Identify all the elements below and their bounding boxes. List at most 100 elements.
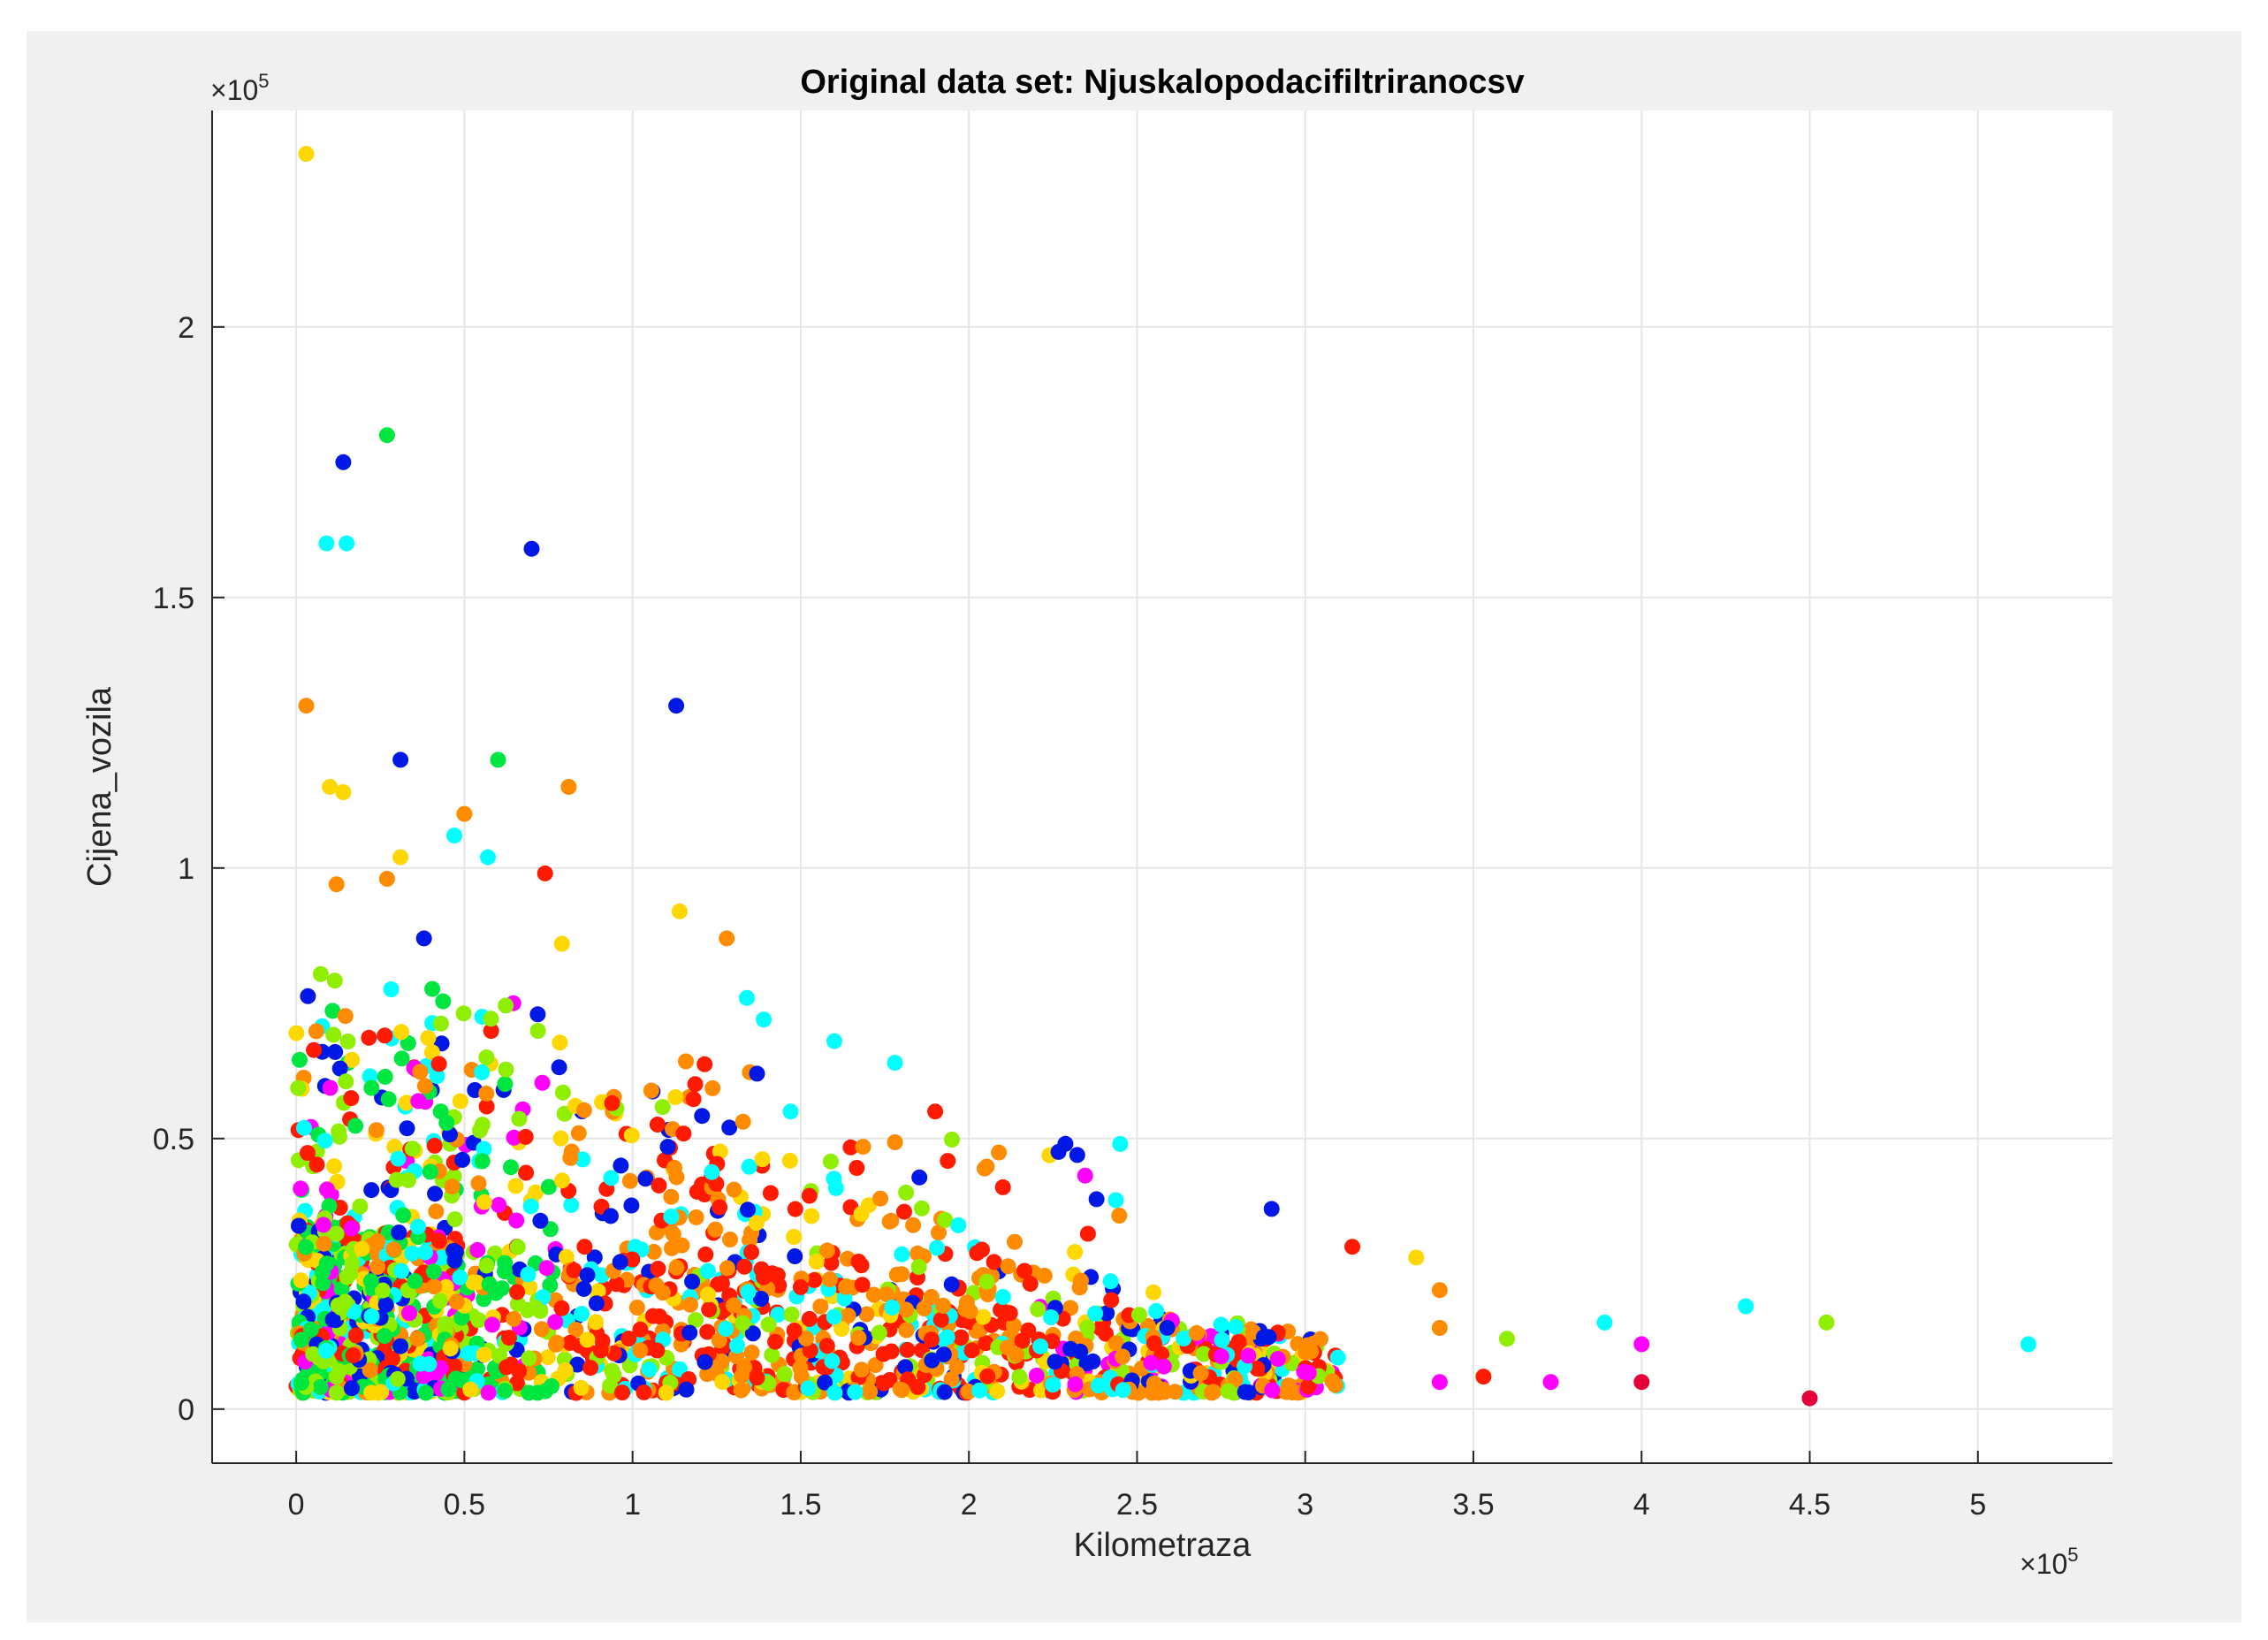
data-point [339, 535, 355, 552]
data-point [806, 1271, 823, 1288]
data-point [936, 1384, 953, 1400]
data-point [465, 1274, 482, 1291]
data-point [1278, 1384, 1295, 1400]
data-point [509, 1239, 526, 1255]
data-point [1148, 1302, 1165, 1319]
data-point [438, 1115, 455, 1131]
data-point [818, 1338, 835, 1354]
data-point [533, 1321, 550, 1338]
data-point [865, 1286, 882, 1303]
data-point [462, 1381, 479, 1398]
data-point [553, 1300, 570, 1316]
data-point [491, 1196, 507, 1213]
data-point [318, 1255, 335, 1272]
data-point [328, 876, 345, 893]
data-point [711, 1332, 727, 1348]
data-point [668, 1259, 685, 1276]
data-point [782, 1103, 799, 1120]
data-point [802, 1342, 818, 1359]
data-point [977, 1160, 993, 1177]
x-exponent-base: ×10 [2020, 1548, 2067, 1580]
data-point [517, 1128, 534, 1145]
data-point [897, 1359, 914, 1376]
data-point [425, 1263, 442, 1280]
data-point [328, 1384, 345, 1401]
data-point [438, 1278, 454, 1295]
data-point [604, 1095, 620, 1111]
data-point [744, 1325, 761, 1342]
data-point [1087, 1305, 1104, 1322]
data-point [888, 1266, 905, 1283]
data-point [875, 1375, 892, 1392]
data-point [696, 1354, 713, 1370]
data-point [701, 1301, 718, 1318]
data-point [817, 1374, 833, 1391]
data-point [923, 1289, 940, 1305]
data-point [476, 1194, 492, 1210]
data-point [898, 1301, 915, 1318]
data-point [566, 1262, 582, 1278]
data-point [905, 1217, 922, 1233]
y-ticks: 0 0.5 1 1.5 2 [153, 311, 225, 1427]
data-point [898, 1322, 915, 1339]
data-point [929, 1240, 946, 1256]
data-point [1000, 1258, 1016, 1275]
data-point [1001, 1305, 1018, 1322]
data-point [328, 1369, 345, 1385]
data-point [1067, 1376, 1084, 1392]
data-point [978, 1273, 995, 1290]
chart-title: Original data set: Njuskalopodacifiltrir… [800, 64, 1524, 101]
data-point [682, 1296, 698, 1313]
data-point [420, 1030, 437, 1047]
data-point [871, 1324, 887, 1341]
data-point [422, 1163, 438, 1180]
data-point [688, 1209, 704, 1225]
data-point [363, 1182, 380, 1199]
data-point [483, 1011, 499, 1027]
data-point [345, 1347, 362, 1364]
data-point [710, 1276, 727, 1293]
data-point [316, 1133, 333, 1149]
data-point [932, 1311, 949, 1328]
data-point [867, 1357, 884, 1373]
data-point [316, 1235, 332, 1252]
data-point [913, 1200, 930, 1217]
data-point [762, 1185, 779, 1201]
x-tick-label: 0 [288, 1488, 305, 1522]
data-point [474, 1153, 491, 1170]
data-point [377, 1068, 393, 1085]
data-point [1007, 1233, 1023, 1250]
data-point [1145, 1375, 1162, 1392]
data-point [426, 1137, 443, 1154]
data-point [509, 1284, 526, 1301]
data-point [712, 1143, 728, 1160]
data-point [712, 1199, 728, 1216]
data-point [553, 935, 570, 952]
data-point [431, 1293, 448, 1309]
data-point [293, 1375, 309, 1392]
data-point [1045, 1377, 1062, 1393]
data-point [994, 1179, 1011, 1195]
data-point [649, 1342, 666, 1359]
data-point [347, 1117, 364, 1134]
data-point [347, 1327, 364, 1344]
data-point [575, 1102, 592, 1118]
data-point [452, 1269, 468, 1285]
data-point [808, 1254, 825, 1270]
data-point [454, 1151, 471, 1168]
data-point [1145, 1284, 1161, 1301]
data-point [1167, 1384, 1183, 1400]
data-point [532, 1212, 549, 1229]
data-point [733, 1382, 750, 1399]
data-point [884, 1299, 901, 1316]
data-point [1227, 1371, 1244, 1388]
data-point [1499, 1331, 1515, 1347]
data-point [838, 1278, 855, 1295]
data-point [978, 1335, 994, 1352]
data-point [613, 1157, 629, 1174]
data-point [726, 1297, 742, 1314]
data-point [1633, 1336, 1650, 1353]
data-point [326, 973, 343, 989]
data-point [620, 1331, 637, 1347]
data-point [1011, 1369, 1028, 1385]
